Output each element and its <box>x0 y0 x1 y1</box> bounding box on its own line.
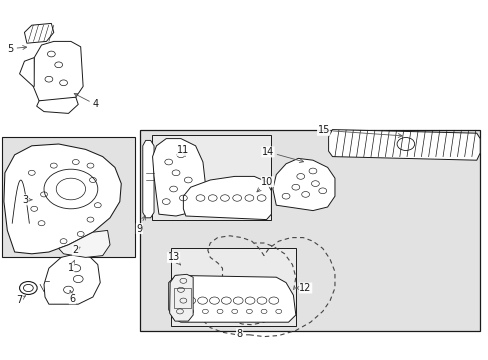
Bar <box>2 137 135 257</box>
Text: 12: 12 <box>295 283 311 293</box>
Text: 3: 3 <box>22 195 32 205</box>
Text: 14: 14 <box>261 147 303 163</box>
Text: 7: 7 <box>17 294 25 305</box>
Text: 4: 4 <box>74 94 98 109</box>
Polygon shape <box>44 254 100 304</box>
Text: 5: 5 <box>8 44 26 54</box>
Bar <box>151 135 271 220</box>
Bar <box>173 288 190 308</box>
Polygon shape <box>168 275 295 322</box>
Text: 10: 10 <box>256 177 273 192</box>
Polygon shape <box>183 176 271 220</box>
Text: 9: 9 <box>136 216 145 234</box>
Polygon shape <box>59 230 110 257</box>
Polygon shape <box>24 23 54 43</box>
Bar <box>140 130 479 331</box>
Polygon shape <box>152 139 205 216</box>
Text: 8: 8 <box>236 329 242 339</box>
Polygon shape <box>142 140 154 218</box>
Text: 6: 6 <box>69 291 75 304</box>
Polygon shape <box>20 58 34 86</box>
Text: 15: 15 <box>317 125 401 138</box>
Text: 1: 1 <box>68 260 74 273</box>
Bar <box>171 248 295 326</box>
Text: 13: 13 <box>167 252 180 265</box>
Text: 2: 2 <box>73 245 80 255</box>
Polygon shape <box>272 158 334 211</box>
Polygon shape <box>37 97 78 113</box>
Polygon shape <box>169 274 193 321</box>
Polygon shape <box>33 41 83 103</box>
Polygon shape <box>4 144 121 254</box>
Polygon shape <box>328 130 479 160</box>
Text: 11: 11 <box>177 145 189 156</box>
